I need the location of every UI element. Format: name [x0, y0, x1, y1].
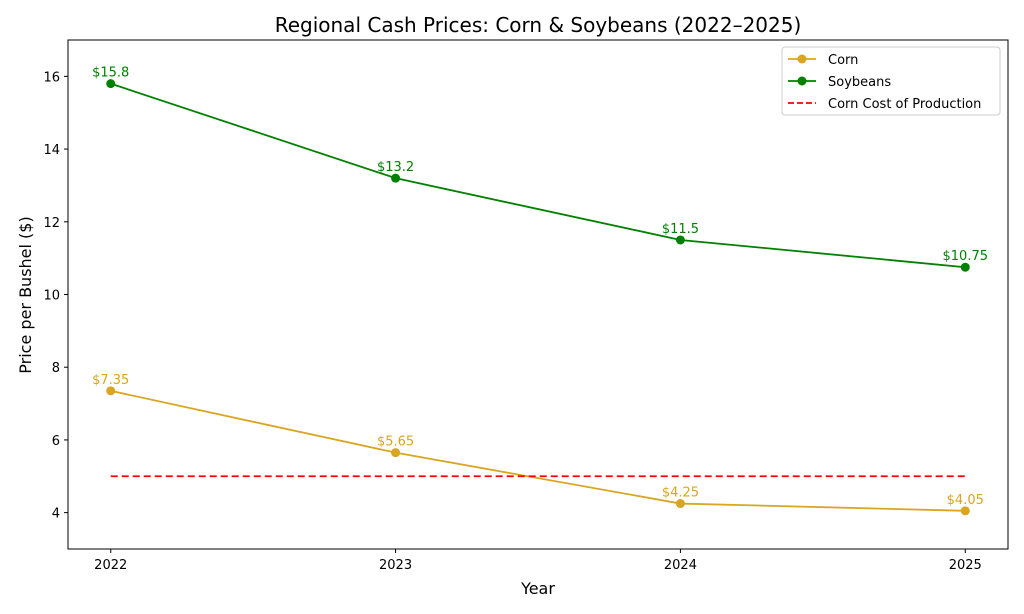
soybeans-point: [391, 173, 401, 183]
soybeans-data-label: $15.8: [92, 66, 129, 81]
soybeans-point: [106, 79, 116, 89]
corn-data-label: $5.65: [377, 435, 414, 450]
legend: Corn Soybeans Corn Cost of Production: [781, 46, 1001, 116]
corn-point: [675, 499, 685, 509]
y-axis-label: Price per Bushel ($): [16, 216, 35, 373]
y-tick-label: 16: [43, 70, 60, 85]
legend-label: Corn Cost of Production: [828, 97, 981, 112]
y-tick-label: 4: [52, 507, 60, 522]
soybeans-data-label: $11.5: [662, 222, 699, 237]
y-tick-label: 10: [43, 289, 60, 304]
soybeans-line: [110, 82, 966, 269]
soybeans-point: [960, 262, 970, 272]
legend-box: [781, 46, 1001, 116]
legend-marker: [797, 54, 807, 64]
chart-title: Regional Cash Prices: Corn & Soybeans (2…: [275, 13, 802, 37]
x-tick-label: 2025: [949, 558, 982, 573]
y-tick-label: 12: [43, 216, 60, 231]
plot-frame: [67, 39, 1009, 550]
corn-data-label: $7.35: [92, 373, 129, 388]
x-tick-label: 2022: [94, 558, 127, 573]
corn-point: [391, 448, 401, 458]
legend-label: Soybeans: [828, 75, 891, 90]
legend-marker: [797, 76, 807, 86]
soybeans-data-label: $10.75: [943, 249, 989, 264]
corn-point: [960, 506, 970, 516]
corn-data-label: $4.05: [947, 493, 984, 508]
x-tick-label: 2023: [379, 558, 412, 573]
legend-label: Corn: [828, 53, 858, 68]
soybeans-data-label: $13.2: [377, 160, 414, 175]
y-tick-label: 14: [43, 143, 60, 158]
x-axis-label: Year: [520, 579, 555, 598]
corn-line: [110, 389, 966, 512]
y-tick-label: 6: [52, 434, 60, 449]
soybeans-point: [675, 235, 685, 245]
corn-point: [106, 386, 116, 396]
y-tick-label: 8: [52, 361, 60, 376]
corn-data-label: $4.25: [662, 486, 699, 501]
x-tick-label: 2024: [664, 558, 697, 573]
